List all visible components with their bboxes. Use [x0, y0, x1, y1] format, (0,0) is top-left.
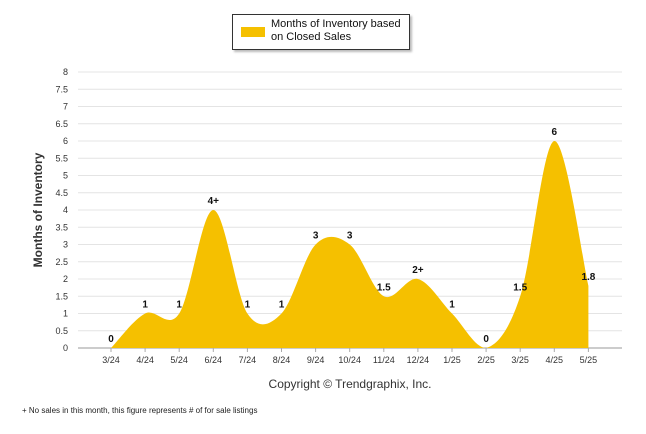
- data-label: 2+: [412, 265, 424, 276]
- data-label: 1: [176, 300, 182, 311]
- series-area: [111, 140, 589, 348]
- x-tick-label: 11/24: [373, 355, 395, 365]
- x-tick-label: 7/24: [239, 355, 257, 365]
- y-tick-label: 3: [63, 240, 68, 250]
- x-tick-label: 5/25: [580, 355, 598, 365]
- y-tick-label: 1: [63, 309, 68, 319]
- y-tick-label: 5.5: [55, 153, 68, 163]
- x-tick-label: 12/24: [407, 355, 430, 365]
- x-tick-label: 10/24: [338, 355, 361, 365]
- x-tick-label: 2/25: [477, 355, 495, 365]
- legend-label: Months of Inventory based on Closed Sale…: [271, 18, 401, 43]
- data-label: 1.8: [581, 272, 595, 283]
- y-tick-label: 0.5: [55, 326, 68, 336]
- legend-swatch: [241, 27, 265, 37]
- y-tick-label: 0: [63, 343, 68, 353]
- y-tick-labels: 0 0.5 1 1.5 2 2.5 3 3.5 4 4.5 5 5.5 6 6.5 7 7.5 8: [55, 67, 68, 353]
- x-tick-label: 6/24: [205, 355, 223, 365]
- data-label: 1: [245, 300, 251, 311]
- y-tick-label: 2: [63, 274, 68, 284]
- x-tick-label: 8/24: [273, 355, 291, 365]
- data-label: 1: [279, 300, 285, 311]
- data-label: 6: [552, 127, 558, 138]
- y-axis-label: Months of Inventory: [31, 152, 45, 267]
- x-tick-label: 5/24: [170, 355, 188, 365]
- data-label: 0: [483, 334, 489, 345]
- y-tick-label: 6.5: [55, 119, 68, 129]
- y-tick-label: 2.5: [55, 257, 68, 267]
- data-label: 1: [449, 300, 455, 311]
- data-label: 0: [108, 334, 114, 345]
- y-tick-label: 4: [63, 205, 68, 215]
- legend: Months of Inventory based on Closed Sale…: [232, 14, 410, 50]
- x-tick-label: 1/25: [443, 355, 461, 365]
- y-tick-label: 8: [63, 67, 68, 77]
- data-label: 3: [313, 231, 319, 242]
- y-tick-label: 7.5: [55, 84, 68, 94]
- footnote: + No sales in this month, this figure re…: [22, 406, 258, 415]
- data-label: 1.5: [377, 282, 391, 293]
- data-label: 4+: [208, 196, 220, 207]
- x-tick-label: 4/24: [136, 355, 154, 365]
- data-label: 3: [347, 231, 353, 242]
- x-tick-label: 3/25: [511, 355, 529, 365]
- area-fill: [111, 140, 589, 348]
- x-tick-label: 4/25: [546, 355, 564, 365]
- x-tick-labels: 3/24 4/24 5/24 6/24 7/24 8/24 9/24 10/24 11/24 12…: [102, 348, 597, 365]
- data-labels: 0 1 1 4+ 1 1 3 3 1.5 2+ 1 0 1.5 6 1.8: [108, 127, 596, 345]
- data-label: 1: [142, 300, 148, 311]
- y-tick-label: 1.5: [55, 291, 68, 301]
- y-tick-label: 3.5: [55, 222, 68, 232]
- y-tick-label: 6: [63, 136, 68, 146]
- copyright-text: Copyright © Trendgraphix, Inc.: [269, 377, 432, 391]
- y-tick-label: 7: [63, 102, 68, 112]
- x-tick-label: 9/24: [307, 355, 325, 365]
- y-tick-label: 5: [63, 171, 68, 181]
- x-tick-label: 3/24: [102, 355, 120, 365]
- y-tick-label: 4.5: [55, 188, 68, 198]
- data-label: 1.5: [513, 282, 527, 293]
